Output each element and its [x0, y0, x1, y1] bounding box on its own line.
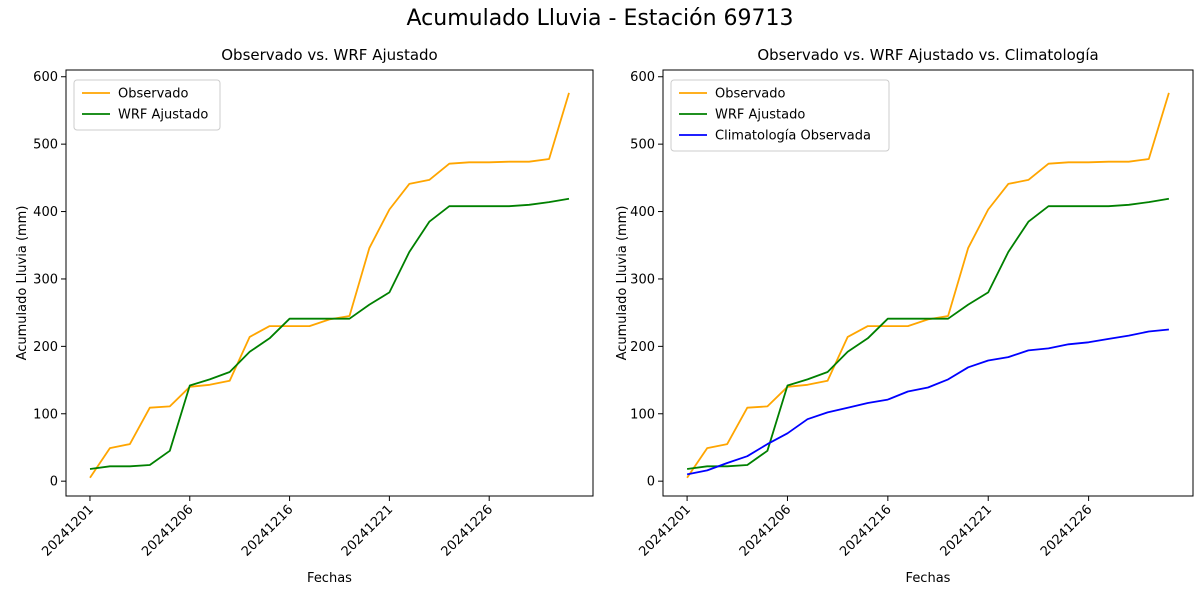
chart0-series-line-observado	[89, 92, 570, 479]
chart1-y-tick-label: 300	[630, 272, 655, 287]
chart1-y-tick-label: 0	[647, 475, 655, 490]
chart1-title: Observado vs. WRF Ajustado vs. Climatolo…	[757, 46, 1098, 64]
chart0-x-axis-label: Fechas	[307, 571, 352, 586]
chart0-x-tick-label: 20241206	[139, 502, 196, 559]
chart0-y-axis-label: Acumulado Lluvia (mm)	[15, 206, 30, 361]
figure-title: Acumulado Lluvia - Estación 69713	[406, 6, 794, 31]
chart-observado-vs-wrf-vs-climatologia: Observado vs. WRF Ajustado vs. Climatolo…	[615, 46, 1194, 586]
chart0-x-tick-label: 20241216	[239, 502, 296, 559]
chart0-legend-box	[73, 79, 221, 131]
chart0-series-line-wrf-ajustado	[89, 197, 570, 470]
chart1-y-tick-label: 200	[630, 340, 655, 355]
chart1-y-tick-label: 600	[630, 70, 655, 85]
chart1-y-tick-label: 100	[630, 407, 655, 422]
chart0-x-tick-label: 20241226	[439, 502, 496, 559]
chart0-y-tick-label: 300	[33, 272, 58, 287]
chart0-y-tick-label: 0	[50, 475, 58, 490]
chart0-legend-label: Observado	[118, 87, 189, 102]
chart1-legend-label: Observado	[715, 87, 786, 102]
chart1-plot-frame	[662, 69, 1194, 497]
chart0-x-tick-label: 20241221	[339, 502, 396, 559]
chart0-y-tick-label: 600	[33, 70, 58, 85]
chart-observado-vs-wrf: Observado vs. WRF Ajustado 0 100 200 300 400 5…	[15, 46, 594, 586]
chart1-x-tick-label: 20241206	[737, 502, 794, 559]
chart0-y-tick-label: 400	[33, 205, 58, 220]
chart1-y-axis-label: Acumulado Lluvia (mm)	[615, 206, 630, 361]
chart0-y-tick-label: 100	[33, 407, 58, 422]
chart1-legend-box	[670, 79, 890, 152]
chart0-legend-label: WRF Ajustado	[118, 108, 208, 123]
chart1-x-tick-label: 20241216	[837, 502, 894, 559]
chart0-y-tick-label: 500	[33, 138, 58, 153]
chart0-legend: Observado WRF Ajustado	[73, 79, 221, 131]
chart1-y-tick-label: 400	[630, 205, 655, 220]
chart0-plot-frame	[65, 69, 594, 497]
chart1-series-line-climatolog-a-observada	[686, 328, 1169, 476]
chart1-series-line-wrf-ajustado	[686, 197, 1170, 470]
chart1-y-tick-label: 500	[630, 138, 655, 153]
chart1-legend: Observado WRF Ajustado Climatología Observ…	[670, 79, 890, 152]
chart1-legend-label: Climatología Observada	[715, 129, 871, 144]
chart0-x-tick-label: 20241201	[39, 502, 96, 559]
chart1-x-tick-label: 20241226	[1038, 502, 1095, 559]
chart1-x-tick-label: 20241221	[938, 502, 995, 559]
chart1-x-tick-label: 20241201	[637, 502, 694, 559]
chart1-legend-label: WRF Ajustado	[715, 108, 805, 123]
chart0-y-tick-label: 200	[33, 340, 58, 355]
chart1-x-axis-label: Fechas	[906, 571, 951, 586]
chart0-title: Observado vs. WRF Ajustado	[221, 46, 437, 64]
